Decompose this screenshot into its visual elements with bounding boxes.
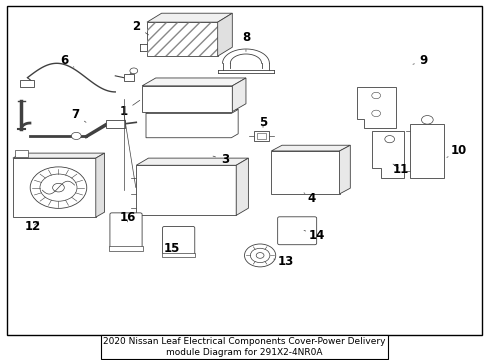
- Circle shape: [40, 174, 77, 201]
- Polygon shape: [147, 13, 232, 22]
- Polygon shape: [339, 145, 349, 194]
- Text: 8: 8: [242, 31, 249, 51]
- Circle shape: [71, 132, 81, 140]
- Text: 13: 13: [273, 255, 293, 268]
- Bar: [13, 158, 96, 217]
- Polygon shape: [356, 86, 395, 128]
- FancyBboxPatch shape: [277, 217, 316, 245]
- Bar: [123, 75, 134, 81]
- Bar: [109, 247, 142, 251]
- Circle shape: [384, 136, 394, 143]
- Bar: [147, 22, 217, 56]
- Bar: [147, 22, 217, 56]
- Bar: [271, 151, 339, 194]
- FancyBboxPatch shape: [110, 213, 142, 248]
- Bar: [409, 124, 444, 178]
- Text: 6: 6: [60, 54, 74, 67]
- Polygon shape: [96, 153, 104, 217]
- Text: 9: 9: [412, 54, 427, 67]
- Bar: [136, 165, 236, 215]
- Polygon shape: [146, 109, 238, 113]
- Circle shape: [130, 68, 138, 74]
- Polygon shape: [271, 145, 349, 151]
- Polygon shape: [236, 158, 248, 215]
- Polygon shape: [13, 153, 104, 158]
- Bar: [254, 131, 268, 141]
- Circle shape: [371, 92, 380, 99]
- Text: 2020 Nissan Leaf Electrical Components Cover-Power Delivery
module Diagram for 2: 2020 Nissan Leaf Electrical Components C…: [103, 337, 385, 357]
- Polygon shape: [142, 78, 245, 86]
- Text: 14: 14: [304, 229, 324, 242]
- Polygon shape: [146, 109, 238, 138]
- Circle shape: [30, 167, 86, 208]
- Text: 5: 5: [258, 116, 266, 129]
- Bar: [105, 120, 125, 128]
- Text: 4: 4: [304, 192, 315, 205]
- Circle shape: [53, 183, 64, 192]
- Circle shape: [250, 248, 269, 262]
- Circle shape: [421, 116, 432, 124]
- Polygon shape: [136, 158, 248, 165]
- Text: 3: 3: [213, 153, 228, 166]
- Circle shape: [256, 253, 264, 258]
- FancyBboxPatch shape: [162, 226, 194, 255]
- Circle shape: [244, 244, 275, 267]
- Text: 7: 7: [71, 108, 86, 122]
- Polygon shape: [371, 131, 403, 178]
- Text: 15: 15: [164, 242, 180, 255]
- Text: 16: 16: [119, 211, 135, 224]
- Text: 12: 12: [24, 220, 41, 233]
- Text: 11: 11: [391, 163, 408, 176]
- Text: 1: 1: [119, 100, 140, 118]
- Bar: [20, 80, 34, 86]
- Polygon shape: [217, 13, 232, 56]
- Text: 2: 2: [132, 20, 148, 35]
- Bar: [257, 133, 265, 139]
- Circle shape: [371, 110, 380, 117]
- Polygon shape: [232, 78, 245, 112]
- Bar: [162, 253, 195, 257]
- Text: 10: 10: [446, 144, 466, 157]
- Bar: [142, 86, 232, 112]
- Bar: [15, 150, 27, 157]
